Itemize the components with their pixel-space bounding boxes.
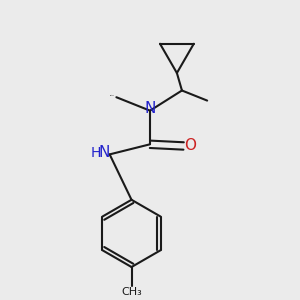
Text: N: N — [144, 101, 156, 116]
Text: O: O — [184, 138, 196, 153]
Text: CH₃: CH₃ — [121, 287, 142, 297]
Text: methyl: methyl — [110, 95, 115, 96]
Text: H: H — [90, 146, 101, 160]
Text: N: N — [99, 145, 110, 160]
